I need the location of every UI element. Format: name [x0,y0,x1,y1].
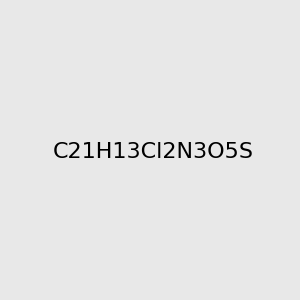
Text: C21H13Cl2N3O5S: C21H13Cl2N3O5S [53,142,254,161]
